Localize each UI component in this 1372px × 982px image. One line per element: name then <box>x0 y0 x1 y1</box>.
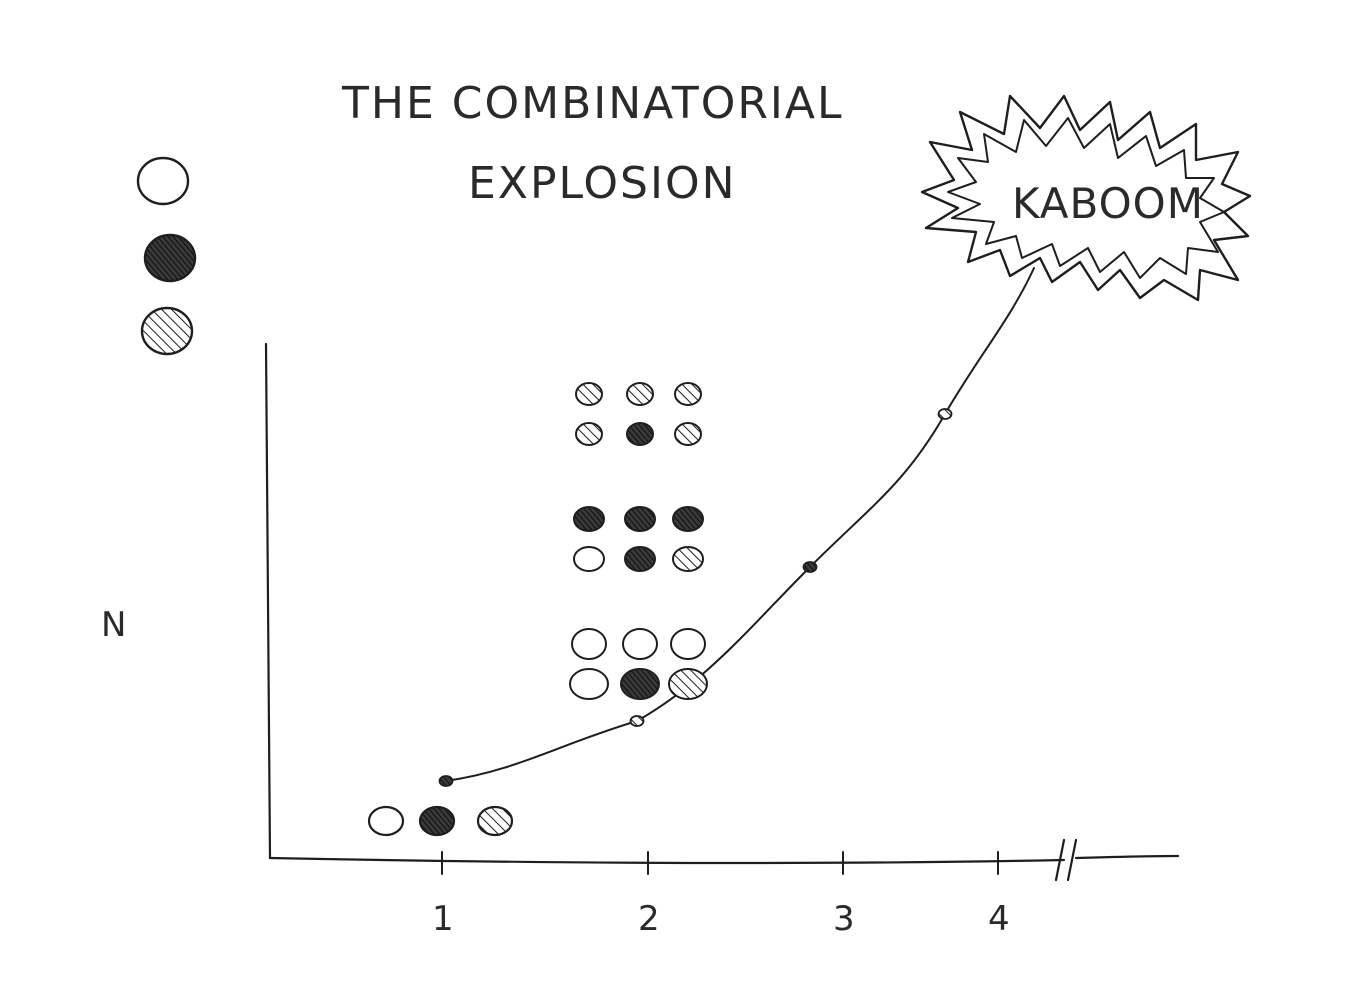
sample-x2-pair6-top <box>672 506 704 532</box>
series-line <box>445 267 1035 782</box>
sample-x2-pair1-top <box>575 382 603 406</box>
legend <box>136 156 197 356</box>
sample-x2-pair9-top <box>670 628 706 660</box>
sample-x2-pair2-top <box>626 382 654 406</box>
x-tick-label-4: 4 <box>988 899 1010 939</box>
data-point-x3 <box>802 561 818 573</box>
legend-marker-open <box>136 156 190 206</box>
y-axis <box>264 342 272 860</box>
sample-x2-pair7-top <box>571 628 607 660</box>
sample-x2-pair4-bottom <box>573 546 605 572</box>
axis-break-icon <box>1054 838 1180 882</box>
sample-x2-pair1-bottom <box>575 422 603 446</box>
kaboom-inner-outline <box>947 117 1225 279</box>
kaboom-burst: KABOOM <box>920 94 1252 302</box>
chart-title-line-1: THE COMBINATORIAL <box>341 78 844 129</box>
chart-title-line-2: EXPLOSION <box>468 158 737 209</box>
legend-marker-hatched <box>140 306 194 356</box>
x-tick-label-1: 1 <box>432 899 454 939</box>
sample-x2-pair3-top <box>674 382 702 406</box>
data-point-x2 <box>629 715 645 727</box>
series-layer <box>438 267 1035 787</box>
sample-x2-pair3-bottom <box>674 422 702 446</box>
data-point-x4 <box>937 408 953 420</box>
sample-x2-pair5-top <box>624 506 656 532</box>
sample-x1-open <box>367 805 405 837</box>
sample-x2-pair8-bottom <box>620 668 660 700</box>
sample-x2-pair4-top <box>573 506 605 532</box>
x-tick-label-3: 3 <box>833 899 855 939</box>
sample-sets <box>367 382 708 837</box>
legend-marker-solid <box>143 233 197 283</box>
sample-x1-solid <box>418 805 456 837</box>
x-ticks: 1 2 3 4 <box>432 851 1010 939</box>
sample-x2-pair9-bottom <box>668 668 708 700</box>
y-axis-label: N <box>101 605 126 645</box>
kaboom-label: KABOOM <box>1012 179 1204 228</box>
sample-x2-pair8-top <box>622 628 658 660</box>
sample-x2-pair2-bottom <box>626 422 654 446</box>
sample-x2-pair5-bottom <box>624 546 656 572</box>
sample-x2-pair7-bottom <box>569 668 609 700</box>
sample-x1-hatched <box>476 805 514 837</box>
data-point-x1 <box>438 775 454 787</box>
kaboom-outer-outline <box>920 94 1252 302</box>
x-axis <box>268 856 1066 865</box>
sample-x2-pair6-bottom <box>672 546 704 572</box>
x-tick-label-2: 2 <box>638 899 660 939</box>
